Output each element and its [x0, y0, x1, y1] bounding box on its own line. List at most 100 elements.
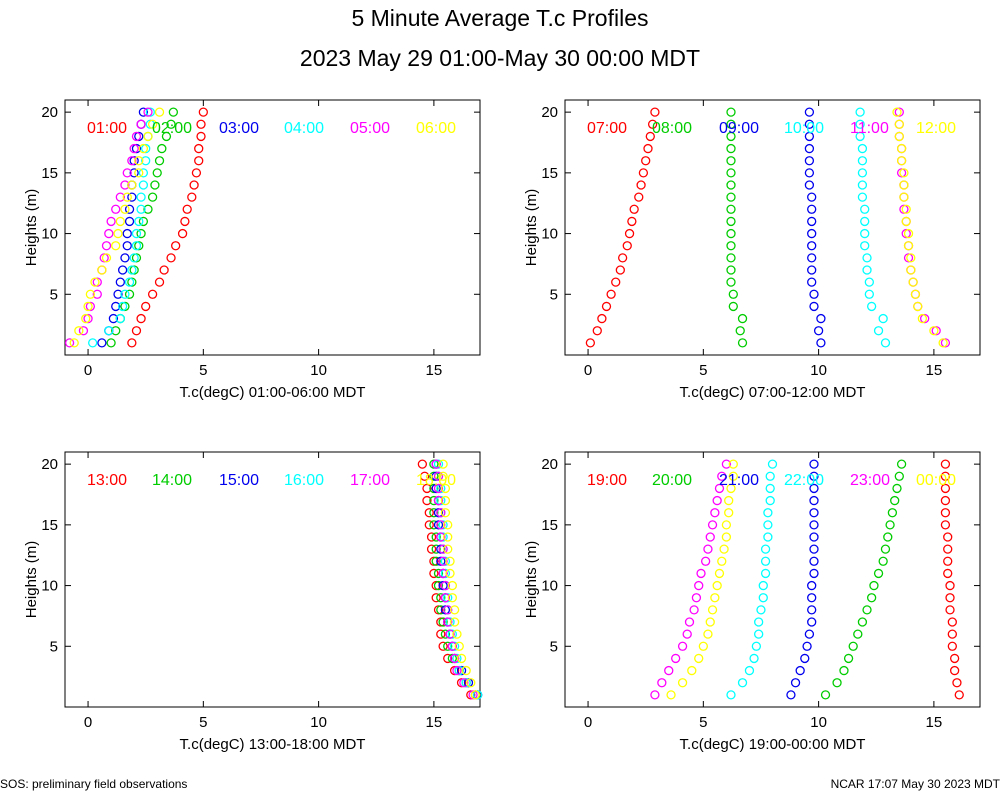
legend-label: 11:00: [850, 120, 889, 137]
data-point: [138, 107, 149, 117]
x-tick-label: 0: [84, 362, 92, 379]
legend-label: 04:00: [284, 120, 324, 137]
legend-label: 23:00: [850, 472, 890, 489]
x-tick-label: 0: [584, 362, 592, 379]
legend-label: 16:00: [284, 472, 324, 489]
data-point: [438, 459, 448, 469]
data-point: [726, 131, 736, 142]
x-tick-label: 10: [810, 714, 827, 731]
data-point: [943, 556, 953, 566]
data-point: [143, 107, 153, 117]
data-point: [696, 568, 706, 579]
data-point: [901, 216, 911, 227]
data-point: [647, 119, 658, 129]
data-point: [452, 629, 462, 639]
data-point: [152, 168, 162, 178]
data-point: [726, 253, 736, 263]
data-point: [115, 277, 125, 287]
data-point: [896, 156, 907, 166]
data-point: [159, 265, 169, 275]
data-point: [726, 168, 736, 178]
x-tick-label: 10: [310, 714, 327, 731]
data-point: [117, 301, 128, 312]
data-point: [947, 629, 957, 639]
data-point: [860, 241, 870, 251]
data-point: [848, 641, 858, 651]
data-point: [885, 520, 895, 530]
data-point: [431, 544, 441, 554]
x-tick-label: 5: [199, 714, 207, 731]
data-point: [899, 192, 909, 202]
data-point: [809, 483, 819, 494]
legend-label: 22:00: [784, 472, 824, 489]
data-point: [194, 156, 204, 166]
data-point: [728, 289, 738, 299]
data-point: [726, 228, 736, 239]
data-point: [802, 641, 812, 651]
data-point: [440, 495, 451, 506]
plot-frame: [64, 99, 481, 356]
data-point: [157, 143, 167, 154]
data-point: [138, 216, 149, 227]
data-point: [903, 228, 914, 239]
data-point: [809, 495, 819, 506]
data-point: [703, 544, 713, 554]
data-point: [689, 605, 699, 615]
data-point: [143, 131, 153, 142]
data-point: [452, 665, 462, 676]
data-point: [896, 459, 907, 469]
data-point: [624, 228, 635, 239]
data-point: [177, 228, 188, 239]
data-point: [873, 326, 884, 336]
data-point: [122, 228, 132, 239]
data-point: [906, 265, 916, 275]
data-point: [436, 629, 446, 639]
data-point: [943, 544, 953, 554]
data-point: [447, 593, 457, 603]
data-point: [758, 593, 768, 603]
chart-title: 5 Minute Average T.c Profiles: [351, 5, 649, 31]
data-point: [196, 131, 206, 142]
data-point: [857, 168, 868, 178]
data-point: [786, 690, 796, 700]
data-point: [839, 665, 849, 676]
data-point: [910, 289, 921, 299]
x-tick-label: 15: [426, 714, 443, 731]
data-point: [726, 107, 736, 117]
y-tick-label: 20: [541, 104, 558, 121]
data-point: [954, 690, 964, 700]
data-point: [136, 313, 146, 324]
data-point: [883, 532, 893, 542]
data-point: [737, 313, 748, 324]
data-point: [807, 192, 817, 202]
chart-panel-4: 0 5 10 15 5 10 15 20 T.c(degC) 19:00-00:00 MDT He…: [523, 451, 981, 753]
data-point: [138, 143, 149, 154]
data-point: [860, 204, 870, 214]
data-point: [429, 495, 439, 506]
data-point: [127, 338, 137, 348]
data-point: [864, 277, 874, 287]
data-point: [832, 678, 842, 688]
data-point: [726, 143, 736, 154]
data-point: [433, 471, 444, 481]
data-point: [113, 289, 123, 299]
data-point: [843, 653, 854, 664]
data-point: [913, 301, 923, 312]
data-point: [899, 180, 909, 190]
data-point: [443, 617, 453, 627]
data-point: [180, 216, 190, 227]
data-point: [943, 568, 953, 579]
data-point: [150, 180, 160, 190]
data-point: [431, 459, 441, 469]
data-point: [896, 143, 907, 154]
data-point: [712, 580, 722, 591]
data-point: [436, 520, 446, 530]
data-point: [166, 119, 176, 129]
data-point: [813, 326, 824, 336]
data-point: [449, 605, 460, 615]
data-point: [940, 520, 951, 530]
data-point: [90, 277, 100, 287]
data-point: [449, 617, 460, 627]
y-axis-label: Heights (m): [23, 189, 40, 267]
x-axis-label: T.c(degC) 13:00-18:00 MDT: [180, 736, 366, 753]
